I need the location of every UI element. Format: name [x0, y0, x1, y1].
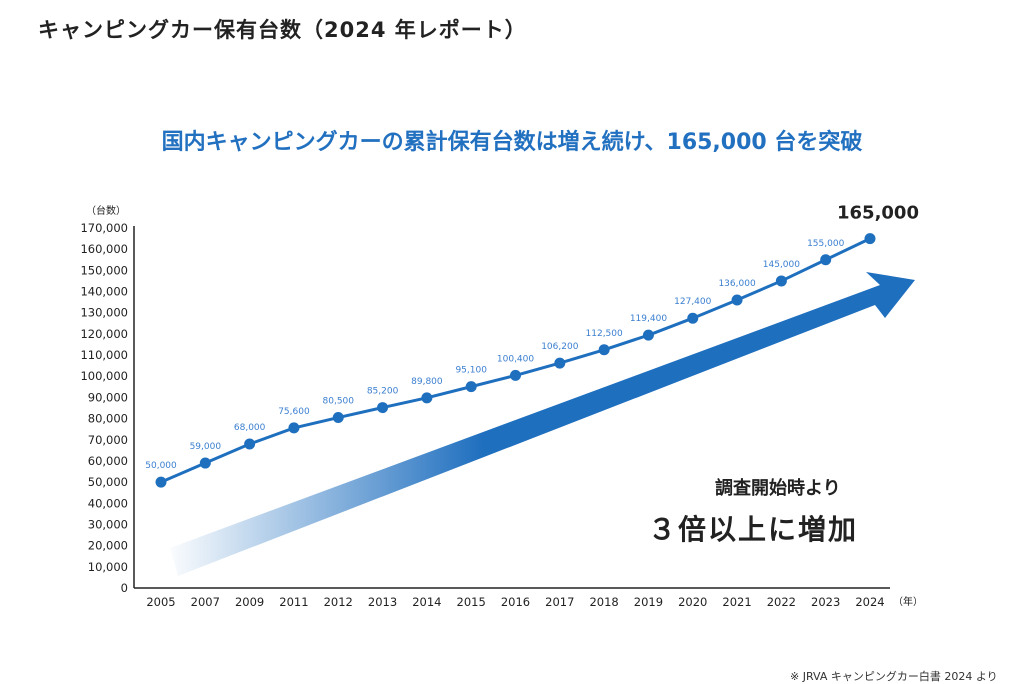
chart-subtitle: 国内キャンピングカーの累計保有台数は増え続け、165,000 台を突破: [161, 130, 863, 155]
data-label: 155,000: [807, 239, 844, 249]
x-tick-label: 2015: [457, 595, 486, 609]
y-tick-label: 120,000: [80, 327, 128, 341]
y-tick-label: 50,000: [88, 475, 128, 489]
x-tick-label: 2024: [855, 595, 884, 609]
data-label: 59,000: [190, 442, 222, 452]
y-tick-label: 160,000: [80, 242, 128, 256]
data-point: [244, 438, 256, 450]
x-tick-label: 2023: [811, 595, 840, 609]
x-tick-label: 2019: [634, 595, 663, 609]
data-point: [687, 312, 699, 324]
data-point: [510, 369, 521, 381]
data-point: [642, 329, 654, 341]
y-tick-label: 70,000: [88, 433, 128, 447]
data-point: [775, 275, 787, 287]
data-point: [199, 457, 211, 469]
data-label: 89,800: [411, 377, 443, 387]
y-tick-label: 40,000: [88, 496, 128, 510]
data-point: [377, 402, 389, 414]
annotation-line2: ３倍以上に増加: [648, 513, 859, 546]
x-tick-label: 2009: [235, 595, 264, 609]
y-tick-label: 100,000: [80, 369, 128, 383]
page-title: キャンピングカー保有台数（2024 年レポート）: [38, 18, 527, 42]
data-point: [465, 381, 477, 393]
x-axis-label: （年）: [893, 595, 923, 608]
data-label: 136,000: [718, 279, 755, 289]
data-point: [332, 412, 344, 424]
x-tick-label: 2005: [146, 595, 175, 609]
data-point: [731, 294, 743, 306]
data-label: 127,400: [674, 297, 711, 307]
data-label: 68,000: [234, 423, 266, 433]
y-tick-label: 60,000: [88, 454, 128, 468]
y-tick-label: 90,000: [88, 390, 128, 404]
data-point: [288, 422, 300, 434]
growth-arrow: [170, 272, 915, 576]
y-tick-label: 0: [121, 581, 128, 595]
data-label: 80,500: [323, 397, 355, 407]
y-tick-label: 110,000: [80, 348, 128, 362]
data-point: [155, 476, 167, 488]
data-label: 106,200: [541, 342, 578, 352]
x-tick-label: 2011: [279, 595, 308, 609]
data-label: 145,000: [763, 260, 800, 270]
data-label: 95,100: [455, 366, 487, 376]
data-point: [598, 344, 610, 356]
x-tick-label: 2013: [368, 595, 397, 609]
x-tick-label: 2007: [191, 595, 220, 609]
data-label: 50,000: [145, 461, 177, 471]
x-tick-label: 2020: [678, 595, 707, 609]
y-tick-label: 20,000: [88, 539, 128, 553]
x-tick-label: 2012: [324, 595, 353, 609]
data-point: [820, 254, 832, 266]
data-label: 112,500: [586, 329, 623, 339]
y-tick-label: 140,000: [80, 285, 128, 299]
y-tick-label: 10,000: [88, 560, 128, 574]
data-label: 100,400: [497, 354, 534, 364]
data-point: [864, 233, 876, 245]
y-tick-label: 80,000: [88, 412, 128, 426]
y-tick-label: 130,000: [80, 306, 128, 320]
x-tick-label: 2017: [545, 595, 574, 609]
y-tick-label: 170,000: [80, 221, 128, 235]
x-tick-label: 2022: [767, 595, 796, 609]
data-label: 165,000: [837, 203, 919, 224]
data-label: 119,400: [630, 314, 667, 324]
x-tick-label: 2016: [501, 595, 530, 609]
data-label: 85,200: [367, 387, 399, 397]
data-label: 75,600: [278, 407, 310, 417]
annotation-line1: 調査開始時より: [715, 478, 841, 499]
source-footnote: ※ JRVA キャンピングカー白書 2024 より: [790, 670, 998, 683]
y-tick-label: 150,000: [80, 263, 128, 277]
y-tick-label: 30,000: [88, 517, 128, 531]
x-tick-label: 2014: [412, 595, 441, 609]
x-tick-label: 2021: [722, 595, 751, 609]
x-tick-label: 2018: [589, 595, 618, 609]
data-point: [554, 357, 566, 369]
y-axis-label: （台数）: [86, 204, 126, 217]
data-point: [421, 392, 433, 404]
